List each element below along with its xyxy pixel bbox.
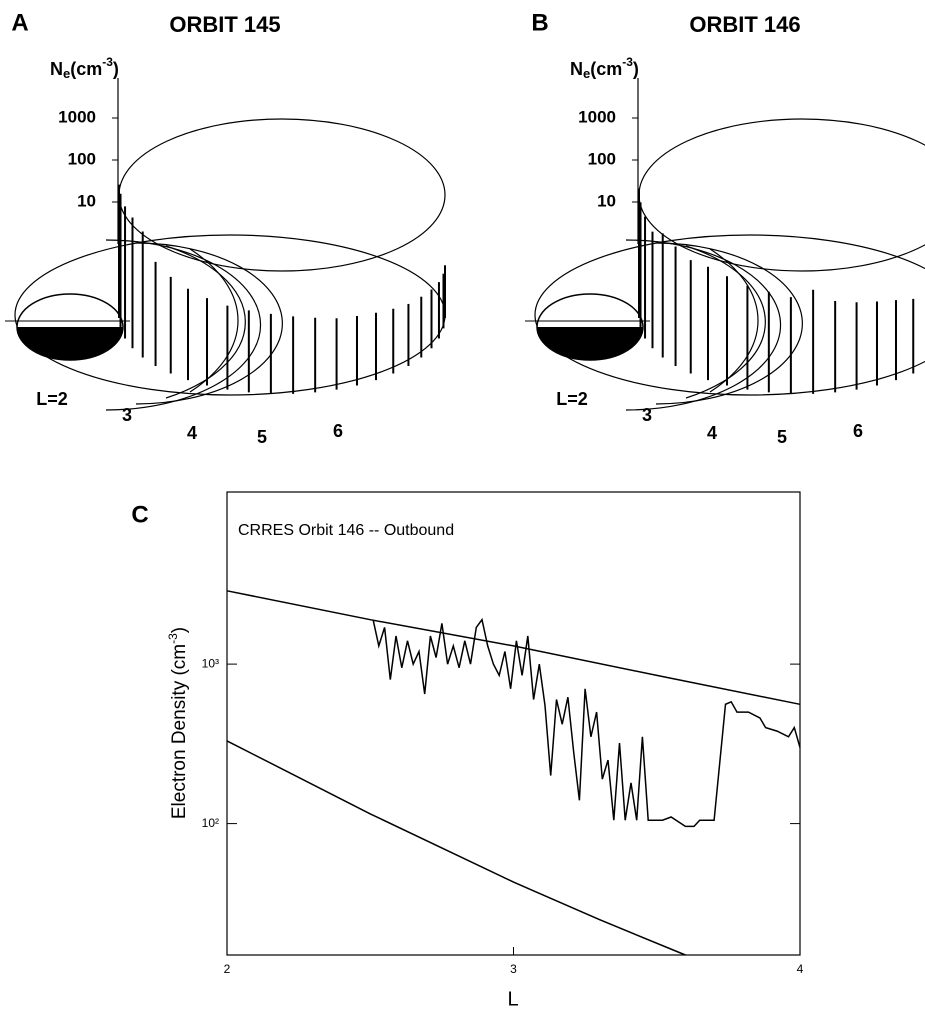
l-label: 3 xyxy=(122,405,132,425)
panel-letter: C xyxy=(131,501,148,528)
axis-label-part: (cm xyxy=(70,59,102,79)
y-tick-label: 1000 xyxy=(578,107,616,126)
axis-label-part: e xyxy=(63,66,70,81)
y-tick-label: 10 xyxy=(597,191,616,210)
plot-frame xyxy=(226,491,801,956)
axis-label-part: Electron Density (cm xyxy=(169,644,190,819)
l-shell xyxy=(189,248,239,393)
x-tick-label: 2 xyxy=(224,962,231,976)
l-label: 5 xyxy=(777,427,787,447)
annotation: CRRES Orbit 146 -- Outbound xyxy=(238,522,454,539)
line-series xyxy=(226,740,686,956)
axis-label-part: -3 xyxy=(622,55,633,69)
line-series xyxy=(226,590,801,706)
axis-label-part: N xyxy=(50,59,63,79)
y-tick-label: 10³ xyxy=(202,656,219,670)
axis-label-part: ) xyxy=(633,59,639,79)
l-shell xyxy=(709,248,759,393)
axis-label-part: N xyxy=(570,59,583,79)
l-label: 5 xyxy=(257,427,267,447)
orbit-top xyxy=(118,118,446,272)
l-label: L=2 xyxy=(36,389,68,409)
earth-night xyxy=(537,327,643,360)
x-tick-label: 4 xyxy=(797,962,804,976)
axis-label-part: e xyxy=(583,66,590,81)
l-shell xyxy=(165,245,246,399)
l-label: 3 xyxy=(642,405,652,425)
panel-letter: B xyxy=(531,9,548,36)
l-shell xyxy=(655,242,803,405)
y-tick-label: 10² xyxy=(202,816,219,830)
axis-label-part: -3 xyxy=(102,55,113,69)
axis-label-part: ) xyxy=(169,627,190,633)
chart-title: ORBIT 146 xyxy=(689,12,800,37)
axis-label: Ne(cm-3) xyxy=(570,55,639,81)
panel-letter: A xyxy=(11,9,28,36)
axis-label-part: (cm xyxy=(590,59,622,79)
l-shell xyxy=(685,245,766,399)
y-tick-label: 1000 xyxy=(58,107,96,126)
x-tick-label: 3 xyxy=(510,962,517,976)
l-shell xyxy=(135,242,283,405)
l-label: L=2 xyxy=(556,389,588,409)
y-tick-label: 100 xyxy=(588,149,616,168)
orbit-floor xyxy=(534,234,925,396)
y-tick-label: 100 xyxy=(68,149,96,168)
y-tick-label: 10 xyxy=(77,191,96,210)
l-label: 4 xyxy=(187,423,197,443)
axis-label: Electron Density (cm-3) xyxy=(166,627,190,819)
axis-label-part: -3 xyxy=(166,633,180,644)
line-series xyxy=(372,617,801,828)
x-axis-label: L xyxy=(507,988,518,1010)
l-label: 4 xyxy=(707,423,717,443)
orbit-top xyxy=(638,118,925,272)
l-label: 6 xyxy=(333,421,343,441)
axis-label-part: ) xyxy=(113,59,119,79)
earth-night xyxy=(17,327,123,360)
chart-title: ORBIT 145 xyxy=(169,12,280,37)
axis-label: Ne(cm-3) xyxy=(50,55,119,81)
l-label: 6 xyxy=(853,421,863,441)
